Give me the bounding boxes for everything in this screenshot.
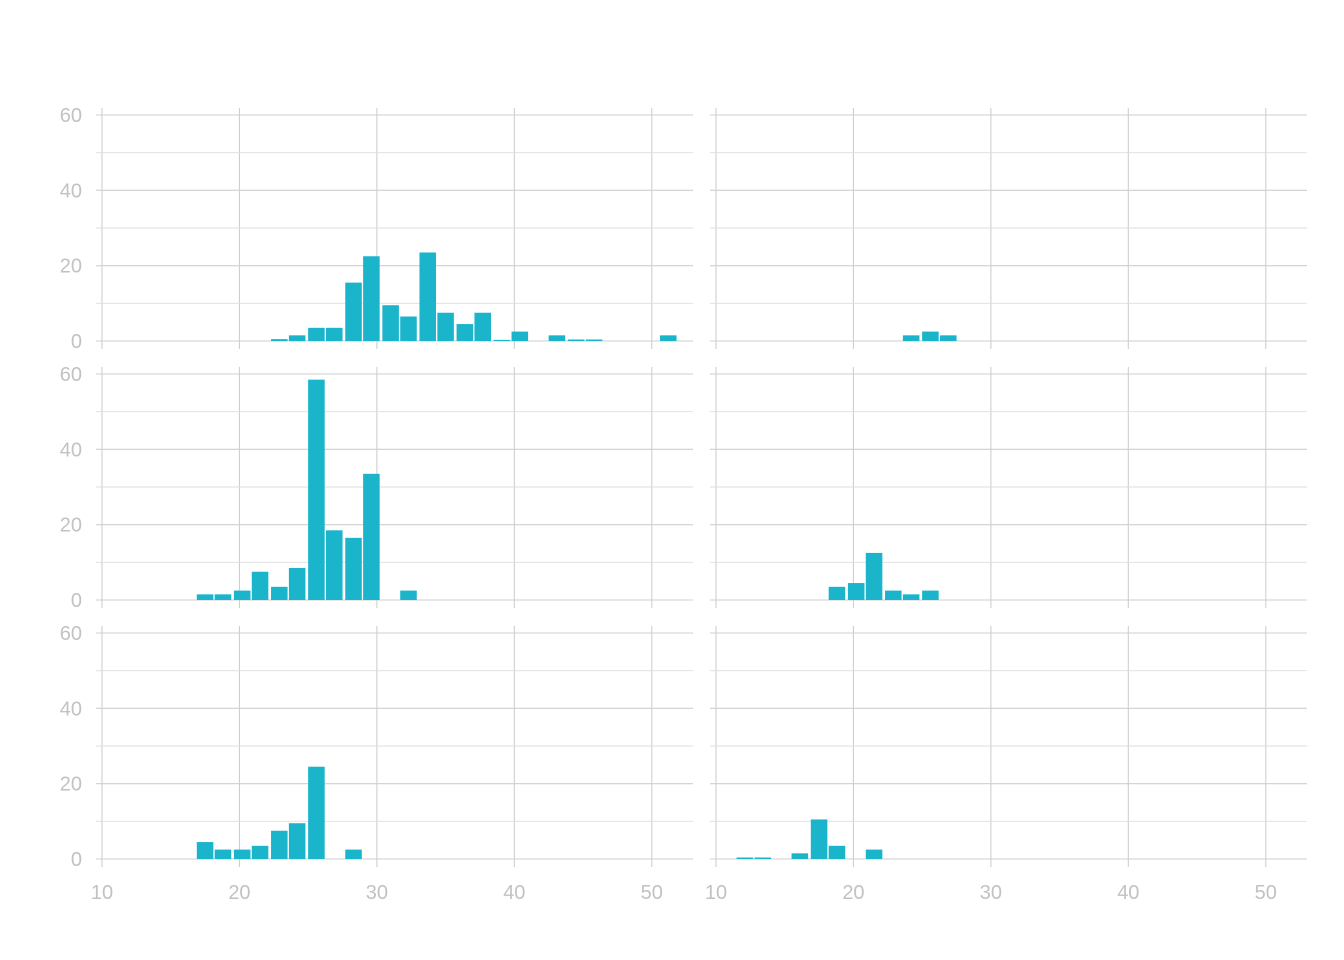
histogram-bar: [567, 339, 585, 341]
x-tick-label: 20: [842, 882, 864, 904]
histogram-bar: [585, 339, 603, 341]
histogram-bar: [271, 586, 288, 600]
histogram-bar: [847, 583, 865, 600]
histogram-bar: [325, 327, 343, 341]
histogram-bar: [308, 766, 325, 859]
y-tick-label: 60: [60, 105, 82, 127]
histogram-bar: [419, 252, 437, 341]
y-tick-label: 0: [71, 849, 82, 871]
histogram-bar: [939, 335, 957, 341]
histogram-bar: [885, 590, 902, 600]
histogram-bar: [828, 845, 846, 859]
histogram-bar: [511, 331, 529, 341]
y-tick-label: 40: [60, 180, 82, 202]
histogram-bar: [233, 590, 251, 600]
x-tick-label: 40: [1117, 882, 1139, 904]
y-tick-label: 40: [60, 439, 82, 461]
x-tick-label: 30: [980, 882, 1002, 904]
facet-panel-2-1: 0 20 40 60: [60, 364, 693, 612]
histogram-bar: [288, 567, 306, 600]
x-tick-label: 10: [91, 882, 113, 904]
y-tick-label: 20: [60, 515, 82, 537]
histogram-bar: [736, 857, 754, 859]
histogram-bar: [382, 305, 399, 341]
histogram-bar: [400, 316, 417, 341]
x-tick-label: 50: [641, 882, 663, 904]
histogram-bar: [456, 324, 474, 341]
histogram-bar: [288, 823, 306, 859]
y-tick-label: 0: [71, 331, 82, 353]
facet-panel-3-1: 0 20 40 60 10 20 30 40 50: [60, 623, 693, 904]
histogram-bar: [271, 830, 288, 859]
histogram-bar: [363, 473, 380, 600]
x-tick-label: 10: [705, 882, 727, 904]
x-tick-label: 30: [366, 882, 388, 904]
histogram-bar: [902, 594, 920, 600]
histogram-bar: [791, 853, 809, 859]
x-tick-label: 40: [503, 882, 525, 904]
histogram-bar: [922, 331, 939, 341]
histogram-bar: [345, 282, 362, 341]
histogram-bar: [214, 849, 232, 859]
histogram-bar: [363, 256, 380, 341]
histogram-bar: [474, 312, 491, 341]
facet-panel-1-1: 0 20 40 60: [60, 105, 693, 353]
histogram-bar: [659, 335, 677, 341]
histogram-bar: [288, 335, 306, 341]
y-tick-label: 60: [60, 623, 82, 645]
x-tick-label: 50: [1255, 882, 1277, 904]
histogram-bar: [828, 586, 846, 600]
histogram-bar: [233, 849, 251, 859]
histogram-bar: [865, 552, 883, 600]
x-tick-label: 20: [228, 882, 250, 904]
histogram-bar: [308, 327, 325, 341]
facet-panel-3-2: 10 20 30 40 50: [705, 626, 1307, 904]
facet-panel-2-2: [710, 367, 1307, 608]
histogram-bar: [865, 849, 883, 859]
histogram-bar: [308, 379, 325, 600]
y-tick-label: 20: [60, 774, 82, 796]
histogram-bar: [902, 335, 920, 341]
y-tick-label: 60: [60, 364, 82, 386]
histogram-bar: [400, 590, 417, 600]
histogram-bar: [196, 594, 214, 600]
y-tick-label: 40: [60, 698, 82, 720]
y-tick-label: 0: [71, 590, 82, 612]
histogram-bar: [325, 530, 343, 600]
y-tick-label: 20: [60, 256, 82, 278]
facet-panel-1-2: [710, 108, 1307, 349]
histogram-bar: [437, 312, 454, 341]
histogram-bar: [214, 594, 232, 600]
histogram-bar: [196, 842, 214, 859]
histogram-bar: [548, 335, 566, 341]
histogram-bar: [271, 339, 288, 341]
histogram-bar: [251, 845, 269, 859]
histogram-bar: [493, 339, 511, 341]
histogram-bar: [922, 590, 939, 600]
histogram-bar: [754, 857, 772, 859]
histogram-bar: [345, 849, 362, 859]
histogram-bar: [251, 571, 269, 600]
histogram-bar: [345, 537, 362, 600]
histogram-bar: [810, 819, 828, 859]
